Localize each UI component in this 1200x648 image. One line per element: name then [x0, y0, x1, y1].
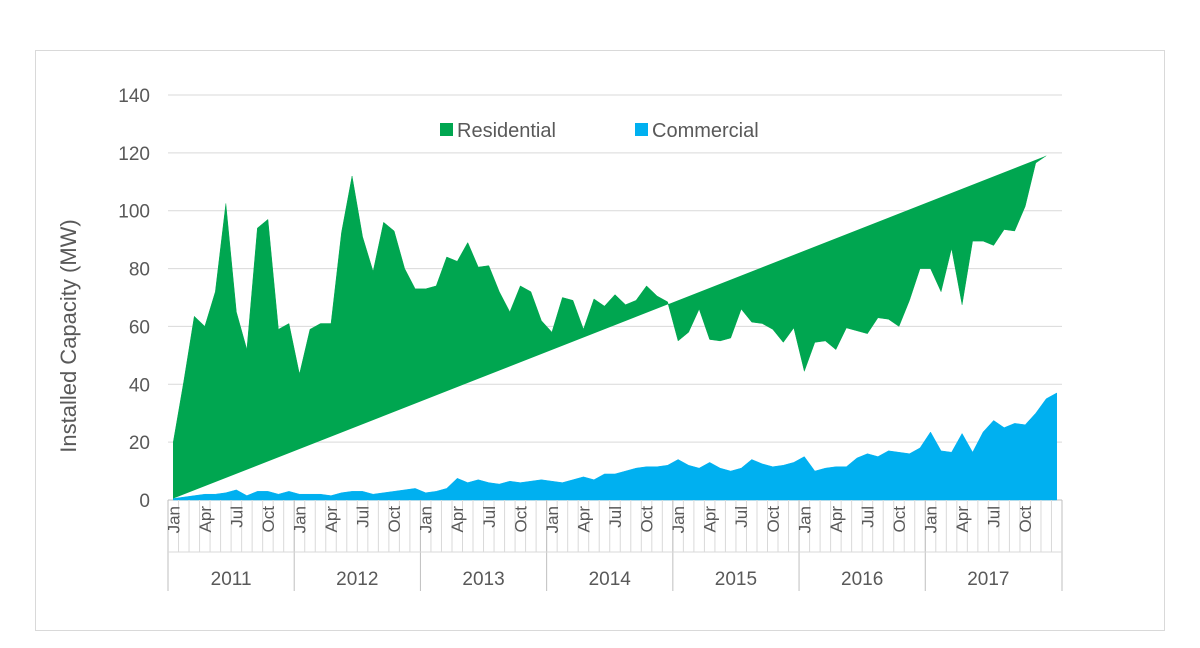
x-tick-label-month: Apr — [701, 506, 720, 533]
chart-frame: Jan Apr Jul Oct 2011 Jan Apr Jul Oct 2012 Jan Apr Ju… — [35, 50, 1165, 631]
x-tick-label-month: Jan — [543, 506, 562, 533]
x-tick-label-month: Apr — [574, 506, 593, 533]
y-tick-label-40: 40 — [129, 375, 150, 396]
y-tick-label-140: 140 — [118, 86, 150, 107]
y-tick-label-80: 80 — [129, 260, 150, 281]
x-tick-label-month: Oct — [764, 506, 783, 533]
x-tick-label-month: Oct — [259, 506, 278, 533]
x-tick-label-year-2013: 2013 — [462, 569, 504, 590]
x-tick-label-month: Apr — [827, 506, 846, 533]
y-tick-label-20: 20 — [129, 433, 150, 454]
x-tick-label-month: Jul — [858, 506, 877, 528]
x-tick-label-month: Jan — [290, 506, 309, 533]
x-tick-label-month: Apr — [196, 506, 215, 533]
y-tick-label-120: 120 — [118, 144, 150, 165]
x-tick-label-month: Jan — [417, 506, 436, 533]
x-tick-label-year-2014: 2014 — [589, 569, 632, 590]
y-tick-label-100: 100 — [118, 202, 150, 223]
x-tick-label-month: Jul — [732, 506, 751, 528]
x-tick-label-month: Jul — [354, 506, 373, 528]
x-tick-label-month: Apr — [448, 506, 467, 533]
area-series — [173, 155, 1057, 501]
area-residential — [173, 155, 1047, 499]
chart-svg: Jan Apr Jul Oct 2011 Jan Apr Jul Oct 2012 Jan Apr Ju… — [56, 86, 1063, 591]
x-tick-label-month: Apr — [322, 506, 341, 533]
x-tick-label-year-2011: 2011 — [211, 569, 252, 590]
legend: Residential Commercial — [440, 120, 759, 142]
legend-swatch-residential — [440, 123, 453, 136]
x-tick-label-month: Oct — [511, 506, 530, 533]
legend-swatch-commercial — [635, 123, 648, 136]
x-tick-label-month: Jul — [985, 506, 1004, 528]
x-tick-label-year-2012: 2012 — [336, 569, 378, 590]
x-tick-label-year-2016: 2016 — [841, 569, 883, 590]
x-tick-label-month: Jan — [164, 506, 183, 533]
x-tick-label-month: Oct — [385, 506, 404, 533]
x-tick-label-month: Jan — [795, 506, 814, 533]
y-tick-label-0: 0 — [139, 491, 150, 512]
y-axis-title: Installed Capacity (MW) — [56, 219, 81, 453]
x-tick-label-month: Oct — [638, 506, 657, 533]
legend-label-commercial: Commercial — [652, 120, 759, 142]
x-tick-label-month: Oct — [1016, 506, 1035, 533]
x-tick-label-year-2017: 2017 — [967, 569, 1009, 590]
x-tick-label-month: Jan — [669, 506, 688, 533]
area-commercial — [173, 392, 1057, 501]
y-tick-label-60: 60 — [129, 317, 150, 338]
x-tick-label-month: Apr — [953, 506, 972, 533]
x-tick-label-month: Jul — [480, 506, 499, 528]
x-tick-label-month: Jul — [606, 506, 625, 528]
y-axis: 0 20 40 60 80 100 120 140 — [118, 86, 150, 512]
x-axis: Jan Apr Jul Oct 2011 Jan Apr Jul Oct 2012 Jan Apr Ju… — [164, 500, 1063, 591]
x-tick-label-month: Jan — [922, 506, 941, 533]
x-tick-label-year-2015: 2015 — [715, 569, 757, 590]
legend-label-residential: Residential — [457, 120, 556, 142]
x-tick-label-month: Jul — [227, 506, 246, 528]
x-tick-label-month: Oct — [890, 506, 909, 533]
